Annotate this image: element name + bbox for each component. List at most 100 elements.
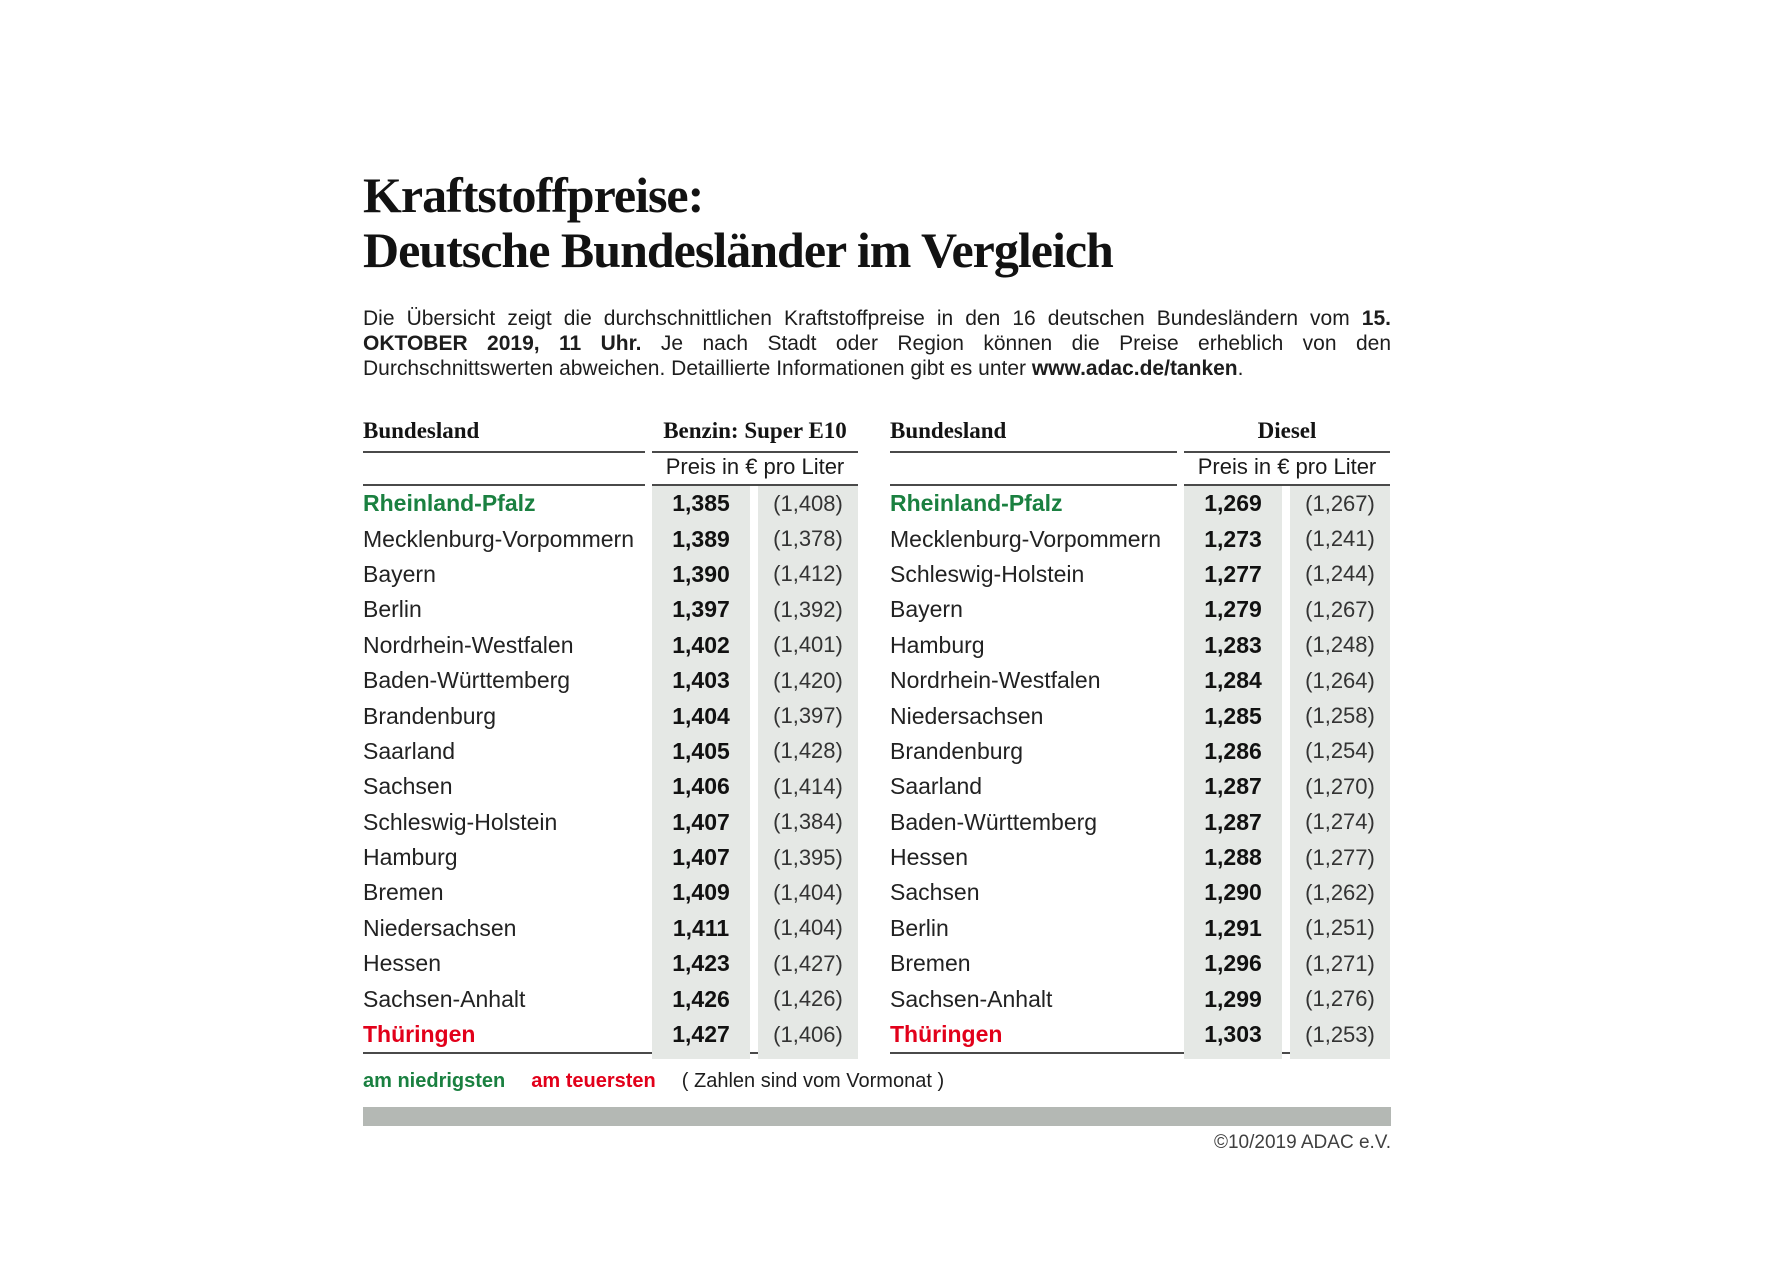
- table-row: Nordrhein-Westfalen 1,284 (1,264): [890, 663, 1390, 698]
- table-row: Sachsen-Anhalt 1,426 (1,426): [363, 981, 858, 1016]
- price-current: 1,287: [1204, 808, 1262, 835]
- price-current: 1,303: [1204, 1021, 1262, 1048]
- state-name: Berlin: [890, 914, 949, 941]
- state-name: Bayern: [890, 596, 963, 623]
- price-current: 1,405: [672, 737, 730, 764]
- diesel-table-rows: Rheinland-Pfalz 1,269 (1,267) Mecklenburg-V…: [890, 486, 1390, 1060]
- price-current: 1,390: [672, 560, 730, 587]
- table-row: Hamburg 1,283 (1,248): [890, 628, 1390, 663]
- price-previous: (1,414): [773, 773, 843, 799]
- price-previous: (1,253): [1305, 1021, 1375, 1047]
- price-previous: (1,420): [773, 667, 843, 693]
- state-name: Niedersachsen: [890, 702, 1044, 729]
- intro-paragraph: Die Übersicht zeigt die durchschnittlich…: [363, 306, 1391, 381]
- price-current: 1,407: [672, 844, 730, 871]
- state-name: Thüringen: [363, 1021, 476, 1048]
- prev-price-column-stripe: [758, 486, 858, 1060]
- price-previous: (1,258): [1305, 703, 1375, 729]
- price-previous: (1,426): [773, 986, 843, 1012]
- price-previous: (1,384): [773, 809, 843, 835]
- price-previous: (1,264): [1305, 667, 1375, 693]
- benzin-table-rows: Rheinland-Pfalz 1,385 (1,408) Mecklenburg-V…: [363, 486, 858, 1060]
- price-previous: (1,248): [1305, 632, 1375, 658]
- price-previous: (1,267): [1305, 596, 1375, 622]
- column-header-diesel: Diesel: [1184, 418, 1390, 453]
- benzin-table-header: Bundesland Benzin: Super E10: [363, 411, 858, 453]
- state-name: Brandenburg: [363, 702, 496, 729]
- price-current: 1,269: [1204, 490, 1262, 517]
- state-name: Baden-Württemberg: [363, 667, 571, 694]
- page-title-line2: Deutsche Bundesländer im Vergleich: [363, 222, 1114, 278]
- price-previous: (1,274): [1305, 809, 1375, 835]
- state-name: Rheinland-Pfalz: [890, 490, 1063, 517]
- state-name: Berlin: [363, 596, 422, 623]
- legend-highest-label: am teuersten: [531, 1070, 656, 1093]
- table-row: Saarland 1,287 (1,270): [890, 769, 1390, 804]
- price-current: 1,411: [672, 914, 730, 941]
- intro-text-start: Die Übersicht zeigt die durchschnittlich…: [363, 307, 1362, 330]
- price-previous: (1,277): [1305, 844, 1375, 870]
- state-name: Saarland: [363, 737, 456, 764]
- price-current: 1,290: [1204, 879, 1262, 906]
- price-previous: (1,241): [1305, 526, 1375, 552]
- state-name: Brandenburg: [890, 737, 1023, 764]
- price-column-stripe: [1184, 486, 1282, 1060]
- state-name: Sachsen: [363, 773, 453, 800]
- state-name: Nordrhein-Westfalen: [363, 631, 574, 658]
- state-name: Hamburg: [363, 844, 458, 871]
- intro-url: www.adac.de/tanken: [1031, 357, 1238, 380]
- state-name: Mecklenburg-Vorpommern: [363, 525, 635, 552]
- price-previous: (1,262): [1305, 879, 1375, 905]
- table-row: Berlin 1,397 (1,392): [363, 592, 858, 627]
- footer-bar: [363, 1107, 1391, 1127]
- table-row: Hessen 1,423 (1,427): [363, 946, 858, 981]
- table-row: Bremen 1,296 (1,271): [890, 946, 1390, 981]
- price-current: 1,286: [1204, 737, 1262, 764]
- header-rule: [363, 453, 645, 486]
- table-row: Rheinland-Pfalz 1,385 (1,408): [363, 486, 858, 521]
- price-previous: (1,392): [773, 596, 843, 622]
- table-row: Thüringen 1,303 (1,253): [890, 1017, 1390, 1052]
- price-current: 1,283: [1204, 631, 1262, 658]
- table-row: Sachsen-Anhalt 1,299 (1,276): [890, 981, 1390, 1016]
- price-previous: (1,427): [773, 950, 843, 976]
- table-row: Schleswig-Holstein 1,407 (1,384): [363, 805, 858, 840]
- state-name: Bremen: [363, 879, 444, 906]
- price-current: 1,279: [1204, 596, 1262, 623]
- price-previous: (1,406): [773, 1021, 843, 1047]
- header-rule: [890, 453, 1177, 486]
- price-current: 1,427: [672, 1021, 730, 1048]
- price-current: 1,423: [672, 950, 730, 977]
- column-header-preis: Preis in € pro Liter: [652, 454, 858, 486]
- table-row: Niedersachsen 1,285 (1,258): [890, 698, 1390, 733]
- state-name: Mecklenburg-Vorpommern: [890, 525, 1162, 552]
- column-header-bundesland: Bundesland: [363, 418, 645, 453]
- table-row: Brandenburg 1,404 (1,397): [363, 698, 858, 733]
- tables-area: Bundesland Benzin: Super E10 Preis in € …: [363, 411, 1391, 1060]
- state-name: Baden-Württemberg: [890, 808, 1098, 835]
- state-name: Nordrhein-Westfalen: [890, 667, 1101, 694]
- intro-date: 15. OKTOBER 2019, 11 Uhr.: [363, 307, 1391, 355]
- table-row: Sachsen 1,290 (1,262): [890, 875, 1390, 910]
- diesel-table: Bundesland Diesel Preis in € pro Liter R…: [890, 411, 1390, 1060]
- state-name: Hamburg: [890, 631, 985, 658]
- state-name: Niedersachsen: [363, 914, 517, 941]
- table-row: Baden-Württemberg 1,403 (1,420): [363, 663, 858, 698]
- intro-text-middle: Je nach Stadt oder Region können die Pre…: [363, 332, 1391, 380]
- price-current: 1,402: [672, 631, 730, 658]
- table-row: Saarland 1,405 (1,428): [363, 734, 858, 769]
- diesel-table-subheader: Preis in € pro Liter: [890, 453, 1390, 486]
- price-previous: (1,412): [773, 561, 843, 587]
- price-previous: (1,244): [1305, 561, 1375, 587]
- state-name: Hessen: [890, 844, 968, 871]
- intro-text-end: .: [1237, 357, 1244, 380]
- content-block: Kraftstoffpreise: Deutsche Bundesländer …: [363, 168, 1391, 1154]
- table-row: Brandenburg 1,286 (1,254): [890, 734, 1390, 769]
- diesel-table-header: Bundesland Diesel: [890, 411, 1390, 453]
- table-row: Sachsen 1,406 (1,414): [363, 769, 858, 804]
- price-previous: (1,378): [773, 526, 843, 552]
- price-current: 1,288: [1204, 844, 1262, 871]
- price-current: 1,299: [1204, 985, 1262, 1012]
- benzin-table: Bundesland Benzin: Super E10 Preis in € …: [363, 411, 858, 1060]
